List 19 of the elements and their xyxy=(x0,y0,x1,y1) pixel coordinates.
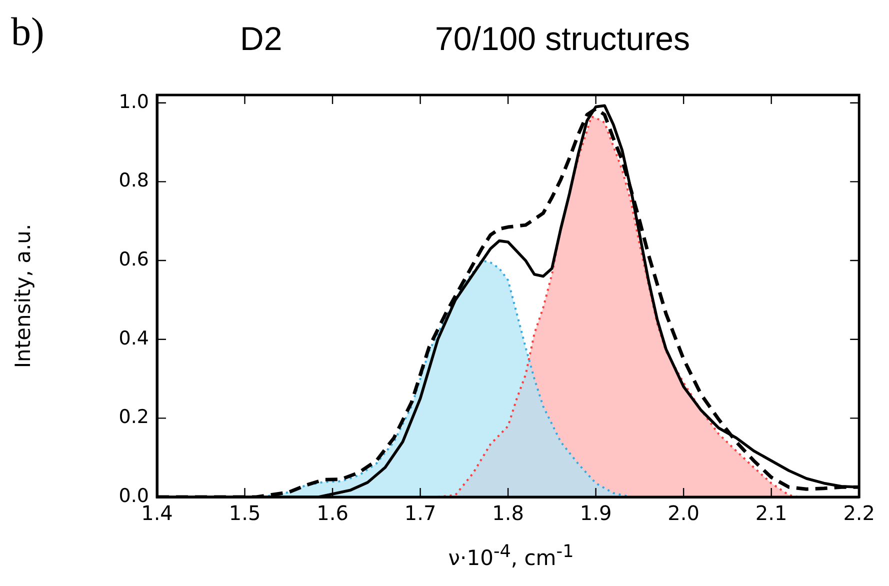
x-tick-label: 1.7 xyxy=(404,501,436,526)
y-tick-label: 0.2 xyxy=(118,406,149,428)
y-axis-title: Intensity, a.u. xyxy=(11,224,36,368)
x-tick-label: 2.2 xyxy=(843,501,876,526)
chart-title: D2 xyxy=(240,20,282,58)
y-tick-label: 0.4 xyxy=(118,327,149,350)
y-tick-label: 1.0 xyxy=(118,90,149,113)
x-axis-title: ν·10$^{-4}$, cm$^{-1}$ xyxy=(447,542,575,570)
x-tick-label: 1.6 xyxy=(316,501,348,526)
y-tick-label: 0.8 xyxy=(118,170,149,192)
x-tick-label: 1.5 xyxy=(228,501,261,526)
x-tick-label: 2.0 xyxy=(668,501,700,526)
x-tick-label: 1.8 xyxy=(492,501,524,526)
y-tick-label: 0.6 xyxy=(118,248,149,270)
x-tick-label: 2.1 xyxy=(755,501,788,526)
chart-subtitle: 70/100 structures xyxy=(435,20,690,58)
x-tick-label: 1.4 xyxy=(141,501,173,526)
text: b) xyxy=(11,8,44,55)
x-tick-label: 1.9 xyxy=(580,501,612,526)
